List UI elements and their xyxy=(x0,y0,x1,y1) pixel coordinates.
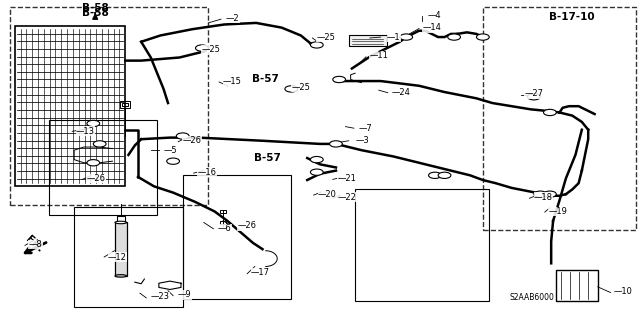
Circle shape xyxy=(429,172,442,178)
Circle shape xyxy=(543,109,556,115)
Text: —11: —11 xyxy=(370,51,388,60)
Text: B-58: B-58 xyxy=(82,9,109,19)
Circle shape xyxy=(400,34,413,40)
Ellipse shape xyxy=(115,275,127,277)
Text: —8: —8 xyxy=(29,240,42,249)
Text: —23: —23 xyxy=(150,293,169,301)
Circle shape xyxy=(438,172,451,178)
Circle shape xyxy=(330,141,342,147)
Circle shape xyxy=(195,45,208,51)
Text: —7: —7 xyxy=(358,124,372,133)
Text: —26: —26 xyxy=(182,136,202,145)
Bar xyxy=(355,189,489,301)
Text: —17: —17 xyxy=(251,268,270,277)
Text: —14: —14 xyxy=(422,23,441,32)
Text: —1: —1 xyxy=(387,33,401,41)
Text: —2: —2 xyxy=(225,14,239,23)
Bar xyxy=(15,26,125,186)
Text: —25: —25 xyxy=(317,33,336,41)
Text: —5: —5 xyxy=(164,146,177,155)
Bar xyxy=(117,216,125,222)
Circle shape xyxy=(87,160,100,166)
Bar xyxy=(220,210,226,213)
Text: —25: —25 xyxy=(201,45,220,54)
Bar xyxy=(115,222,127,276)
Text: B-57: B-57 xyxy=(254,153,281,163)
Text: —13: —13 xyxy=(76,127,95,136)
Circle shape xyxy=(543,191,556,197)
Bar xyxy=(182,175,291,300)
Bar xyxy=(122,103,129,106)
Text: FR.: FR. xyxy=(23,234,44,254)
Circle shape xyxy=(448,34,461,40)
Circle shape xyxy=(285,86,298,92)
Text: —16: —16 xyxy=(197,168,216,177)
Circle shape xyxy=(176,133,189,139)
Circle shape xyxy=(476,34,489,40)
Circle shape xyxy=(87,120,100,127)
Bar xyxy=(556,270,598,301)
Bar xyxy=(10,7,208,205)
Text: —26: —26 xyxy=(87,174,106,183)
Text: —18: —18 xyxy=(534,193,553,202)
Circle shape xyxy=(167,158,179,164)
Text: B-57: B-57 xyxy=(252,74,279,85)
Text: —21: —21 xyxy=(337,174,356,183)
Circle shape xyxy=(333,76,346,83)
Bar xyxy=(220,221,226,224)
Circle shape xyxy=(527,93,540,100)
Bar xyxy=(120,101,131,108)
Bar xyxy=(349,35,387,47)
Text: —4: —4 xyxy=(428,11,441,19)
Bar xyxy=(49,120,157,215)
Text: —6: —6 xyxy=(218,224,232,233)
Bar xyxy=(483,7,636,230)
Circle shape xyxy=(93,141,106,147)
Text: —25: —25 xyxy=(291,83,310,92)
Text: —15: —15 xyxy=(223,77,242,85)
Text: —3: —3 xyxy=(355,136,369,145)
Text: —26: —26 xyxy=(237,221,257,230)
Bar xyxy=(74,207,182,307)
Text: —20: —20 xyxy=(318,190,337,199)
Text: —19: —19 xyxy=(548,207,568,216)
Circle shape xyxy=(534,191,547,197)
Circle shape xyxy=(310,42,323,48)
Text: —10: —10 xyxy=(614,287,632,296)
Text: —24: —24 xyxy=(392,87,410,97)
Text: —22: —22 xyxy=(337,193,356,202)
Text: S2AAB6000: S2AAB6000 xyxy=(509,293,554,302)
Text: —9: —9 xyxy=(177,290,191,299)
Text: B-58: B-58 xyxy=(82,3,109,12)
Circle shape xyxy=(310,157,323,163)
Ellipse shape xyxy=(115,221,127,224)
Text: —12: —12 xyxy=(108,253,127,262)
Text: B-17-10: B-17-10 xyxy=(549,11,595,22)
Text: —27: —27 xyxy=(524,89,543,98)
Circle shape xyxy=(310,169,323,175)
